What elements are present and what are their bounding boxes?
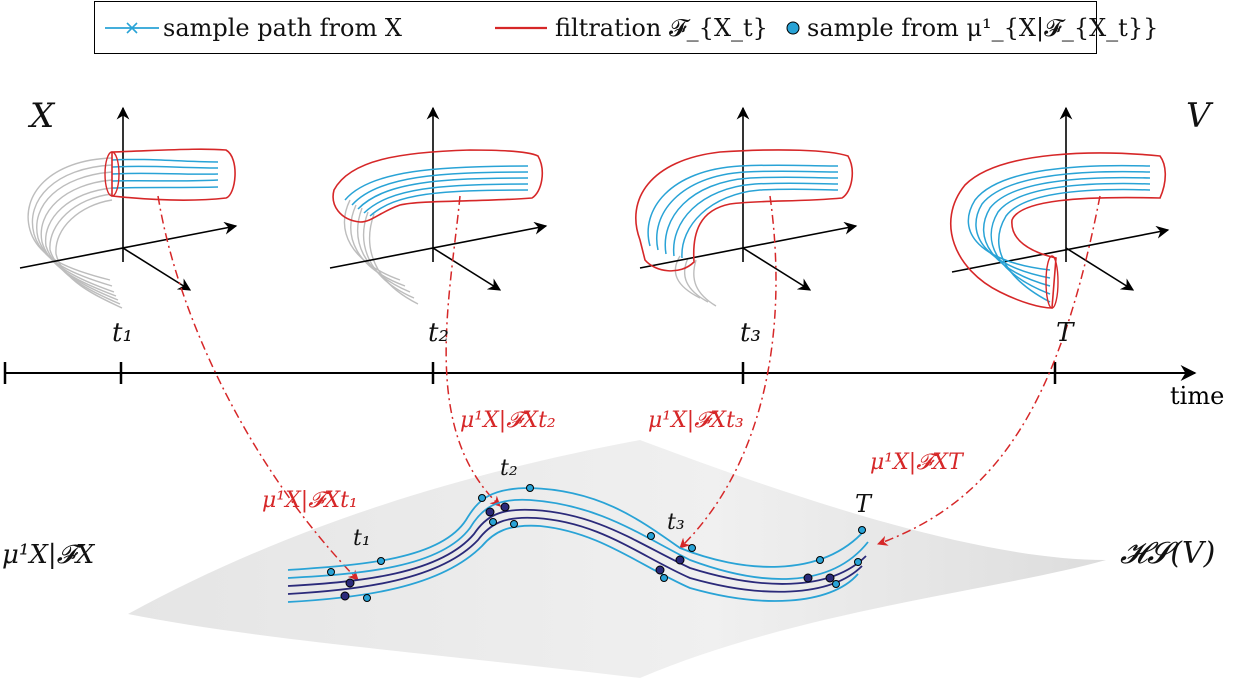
tick-label-t2: t₂: [428, 318, 449, 348]
legend-item-path: sample path from X: [163, 14, 402, 42]
measure-label-t3: μ¹X|𝓕Xt₃: [648, 408, 744, 433]
measure-label-t2: μ¹X|𝓕Xt₂: [460, 408, 556, 433]
label-conditional-measure: μ¹X|𝓕X: [2, 540, 95, 570]
label-rkhs: 𝓗𝓢(V): [1120, 536, 1216, 571]
bottom-sample-points: [327, 484, 866, 602]
path-label-t1: t₁: [353, 526, 371, 551]
time-axis-label: time: [1170, 382, 1225, 410]
legend-item-filtration: filtration 𝓕_{X_t}: [555, 14, 768, 42]
path-label-t3: t₃: [667, 510, 685, 535]
hilbert-surface: [128, 440, 1106, 678]
tick-label-T: T: [1056, 318, 1074, 348]
time-axis: [3, 362, 1197, 384]
path-label-T: T: [855, 490, 872, 518]
snapshot-t3: [635, 106, 858, 307]
legend-item-sample: sample from μ¹_{X|𝓕_{X_t}}: [807, 14, 1159, 42]
tick-label-t3: t₃: [740, 318, 761, 348]
legend-sample-icon: [786, 21, 800, 35]
snapshot-T: [949, 106, 1170, 309]
measure-label-t1: μ¹X|𝓕Xt₁: [262, 488, 358, 513]
bottom-paths: [287, 487, 869, 603]
snapshot-t1: [19, 106, 238, 309]
tick-label-t1: t₁: [112, 318, 133, 348]
measure-connectors: [157, 195, 1101, 581]
measure-label-T: μ¹X|𝓕XT: [870, 450, 963, 475]
label-V: V: [1186, 96, 1211, 136]
label-X: X: [30, 96, 55, 136]
legend: sample path from X filtration 𝓕_{X_t} sa…: [94, 1, 1158, 54]
legend-path-icon: [105, 22, 159, 34]
path-label-t2: t₂: [500, 456, 518, 481]
snapshot-t2: [329, 106, 548, 305]
legend-filtration-icon: [495, 26, 547, 30]
